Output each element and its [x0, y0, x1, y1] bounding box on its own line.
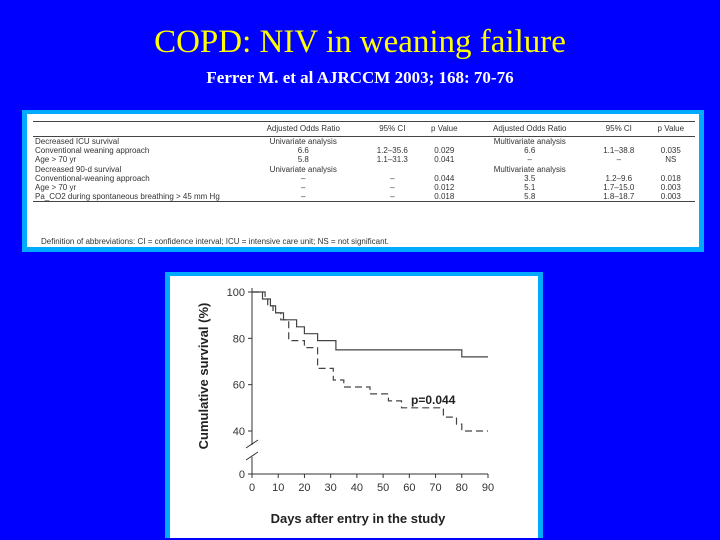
- x-tick-label: 40: [351, 482, 363, 494]
- table-cell: 5.8: [524, 192, 536, 202]
- odds-ratio-table: Adjusted Odds Ratio 95% CI p Value Adjus…: [33, 121, 695, 202]
- table-cell: Age > 70 yr: [35, 155, 77, 165]
- table-cell: Univariate analysis: [269, 164, 337, 174]
- table-header-cell: 95% CI: [605, 124, 632, 133]
- odds-ratio-table-panel: Adjusted Odds Ratio 95% CI p Value Adjus…: [27, 114, 699, 247]
- table-cell: 1.7–15.0: [603, 183, 635, 193]
- table-row: Age > 70 yr – – 0.012 5.1 1.7–15.0 0.003: [33, 183, 695, 192]
- table-cell: Age > 70 yr: [35, 183, 77, 193]
- chart-series: [252, 291, 488, 432]
- table-cell: Decreased ICU survival: [35, 137, 120, 146]
- table-row: Conventional-weaning approach – – 0.044 3.5 1…: [33, 174, 695, 183]
- table-cell: 0.035: [660, 146, 681, 156]
- x-tick-label: 50: [377, 482, 389, 494]
- slide-subtitle: Ferrer M. et al AJRCCM 2003; 168: 70-76: [206, 68, 514, 87]
- table-cell: [420, 165, 468, 174]
- table-cell: Pa_CO2 during spontaneous breathing > 45…: [35, 192, 220, 202]
- table-cell: 1.1–31.3: [376, 155, 408, 165]
- table-cell: [365, 137, 421, 147]
- table-cell: 5.1: [524, 183, 536, 193]
- x-axis-label: Days after entry in the study: [271, 511, 447, 526]
- table-cell: 0.018: [434, 192, 455, 202]
- table-cell: 1.2–35.6: [376, 146, 408, 156]
- table-cell: 1.2–9.6: [605, 173, 633, 183]
- table-cell: 0.044: [434, 173, 455, 183]
- y-axis-break-mark: [245, 451, 259, 461]
- table-cell: [647, 137, 695, 147]
- table-header-cell: Adjusted Odds Ratio: [266, 124, 340, 133]
- table-cell: NS: [665, 155, 677, 165]
- table-row: Decreased ICU survival Univariate analysi…: [33, 137, 695, 147]
- table-cell: 0.003: [660, 192, 681, 202]
- y-axis-break-mark: [245, 439, 259, 449]
- y-axis-label: Cumulative survival (%): [196, 303, 211, 450]
- table-cell: 0.012: [434, 183, 455, 193]
- survival-curve-solid: [252, 291, 488, 358]
- table-cell: 3.5: [524, 173, 536, 183]
- table-cell: –: [616, 155, 622, 165]
- table-cell: –: [390, 192, 395, 202]
- table-cell: [591, 137, 647, 147]
- survival-chart: 0 40 60 80 100 0 10 20 30 40 50 60 70 80 90 p=0.044 Da…: [196, 287, 494, 526]
- table-cell: Multivariate analysis: [493, 164, 566, 174]
- x-tick-label: 60: [403, 482, 415, 494]
- table-cell: –: [390, 183, 395, 193]
- table-row: Pa_CO2 during spontaneous breathing > 45…: [33, 192, 695, 202]
- y-tick-label: 40: [233, 426, 245, 438]
- table-row: Age > 70 yr 5.8 1.1–31.3 0.041 – – NS: [33, 155, 695, 164]
- table-cell: 1.1–38.8: [603, 146, 635, 156]
- x-tick-label: 20: [298, 482, 310, 494]
- table-footnote: Definition of abbreviations: CI = confid…: [41, 237, 389, 246]
- survival-chart-figure: 0 40 60 80 100 0 10 20 30 40 50 60 70 80 90 p=0.044 Da…: [165, 272, 543, 538]
- table-row: Decreased 90-d survival Univariate analys…: [33, 165, 695, 174]
- table-cell: 1.8–18.7: [603, 192, 635, 202]
- table-header-cell: p Value: [431, 124, 458, 133]
- table-cell: –: [390, 173, 395, 183]
- table-cell: –: [301, 173, 306, 183]
- table-cell: 0.018: [660, 173, 681, 183]
- p-value-annotation: p=0.044: [411, 393, 456, 407]
- y-tick-label: 80: [233, 333, 245, 345]
- table-cell: 6.6: [297, 146, 309, 156]
- table-header-cell: [33, 122, 242, 137]
- y-tick-label: 100: [227, 287, 245, 299]
- table-cell: Univariate analysis: [269, 137, 337, 146]
- table-cell: [647, 165, 695, 174]
- table-cell: [420, 137, 468, 147]
- y-tick-label: 60: [233, 380, 245, 392]
- survival-curve-dashed: [252, 291, 488, 432]
- table-header-cell: Adjusted Odds Ratio: [493, 124, 567, 133]
- table-cell: 6.6: [524, 146, 536, 156]
- table-header-cell: p Value: [657, 124, 685, 133]
- table-row: Conventional weaning approach 6.6 1.2–35.6…: [33, 146, 695, 155]
- table-cell: [365, 165, 421, 174]
- table-cell: –: [527, 155, 532, 165]
- table-cell: Conventional-weaning approach: [35, 173, 150, 183]
- table-cell: Multivariate analysis: [493, 137, 566, 146]
- table-cell: –: [301, 192, 306, 202]
- table-cell: Conventional weaning approach: [35, 146, 150, 156]
- slide-title: COPD: NIV in weaning failure: [154, 24, 566, 60]
- odds-ratio-table-figure: Adjusted Odds Ratio 95% CI p Value Adjus…: [22, 110, 704, 252]
- table-header-row: Adjusted Odds Ratio 95% CI p Value Adjus…: [33, 121, 695, 137]
- table-cell: 0.041: [434, 155, 455, 165]
- x-tick-label: 30: [325, 482, 337, 494]
- table-cell: –: [301, 183, 306, 193]
- x-tick-label: 10: [272, 482, 284, 494]
- table-header-cell: 95% CI: [379, 124, 406, 133]
- x-tick-label: 0: [249, 482, 255, 494]
- x-tick-label: 70: [429, 482, 441, 494]
- y-tick-label: 0: [239, 469, 245, 481]
- table-body: Decreased ICU survival Univariate analysi…: [33, 137, 695, 202]
- table-cell: Decreased 90-d survival: [35, 164, 122, 174]
- table-cell: [591, 165, 647, 174]
- x-tick-label: 90: [482, 482, 494, 494]
- chart-axes: 0 40 60 80 100 0 10 20 30 40 50 60 70 80 90: [227, 287, 494, 494]
- x-tick-label: 80: [456, 482, 468, 494]
- survival-chart-panel: 0 40 60 80 100 0 10 20 30 40 50 60 70 80 90 p=0.044 Da…: [170, 276, 538, 538]
- table-cell: 0.029: [434, 146, 455, 156]
- table-cell: 0.003: [660, 183, 681, 193]
- table-cell: 5.8: [297, 155, 309, 165]
